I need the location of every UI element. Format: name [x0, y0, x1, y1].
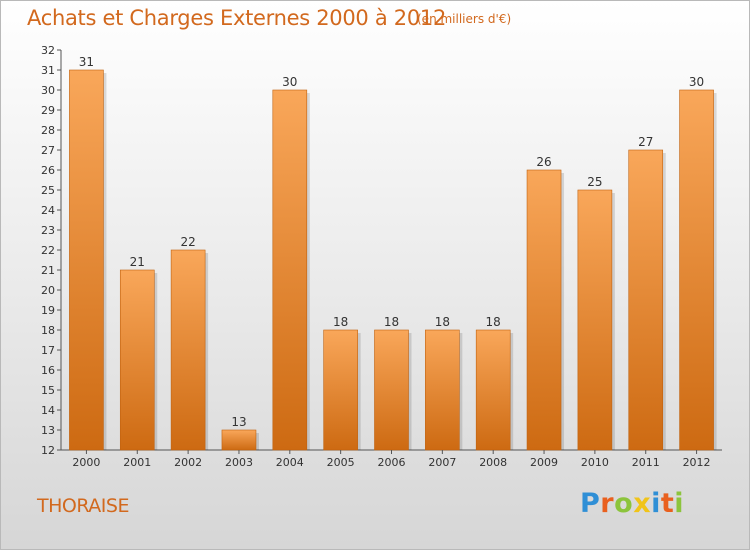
x-tick-label: 2006: [378, 456, 406, 469]
logo-letter: i: [651, 488, 661, 519]
proxiti-logo: Proxiti: [580, 488, 684, 519]
y-tick-label: 32: [41, 44, 55, 57]
y-tick-label: 14: [41, 404, 55, 417]
y-tick-label: 31: [41, 64, 55, 77]
x-tick-label: 2008: [479, 456, 507, 469]
x-tick-label: 2000: [72, 456, 100, 469]
x-tick-label: 2012: [683, 456, 711, 469]
bar-value-label: 31: [79, 55, 94, 69]
y-tick-label: 19: [41, 304, 55, 317]
y-tick-label: 20: [41, 284, 55, 297]
bar: [526, 169, 562, 451]
bar-value-label: 13: [231, 415, 246, 429]
y-tick-label: 27: [41, 144, 55, 157]
y-tick-label: 17: [41, 344, 55, 357]
y-tick-label: 24: [41, 204, 55, 217]
bar-value-label: 21: [130, 255, 145, 269]
commune-name: THORAISE: [37, 495, 129, 517]
bar: [577, 189, 613, 451]
x-tick-label: 2007: [428, 456, 456, 469]
logo-letter: i: [674, 488, 685, 519]
y-tick-label: 16: [41, 364, 55, 377]
bar-value-label: 30: [282, 75, 297, 89]
logo-letter: r: [600, 488, 615, 519]
x-tick-label: 2003: [225, 456, 253, 469]
y-tick-label: 23: [41, 224, 55, 237]
y-tick-label: 22: [41, 244, 55, 257]
y-tick-label: 13: [41, 424, 55, 437]
y-tick-label: 12: [41, 444, 55, 457]
x-tick-label: 2001: [123, 456, 151, 469]
bar: [628, 149, 664, 451]
bar-value-label: 18: [486, 315, 501, 329]
chart-subtitle: (en milliers d'€): [417, 12, 512, 26]
bar-value-label: 18: [435, 315, 450, 329]
bar: [679, 89, 714, 451]
bar-value-label: 18: [384, 315, 399, 329]
y-tick-label: 15: [41, 384, 55, 397]
y-tick-label: 29: [41, 104, 55, 117]
bar-value-label: 30: [689, 75, 704, 89]
y-tick-label: 25: [41, 184, 55, 197]
bar-value-label: 25: [587, 175, 602, 189]
bar-value-label: 18: [333, 315, 348, 329]
y-tick-label: 21: [41, 264, 55, 277]
bar: [374, 329, 409, 451]
x-tick-label: 2011: [632, 456, 660, 469]
bar: [425, 329, 460, 451]
bar: [221, 429, 257, 451]
bar-value-label: 26: [536, 155, 551, 169]
bar: [272, 89, 308, 451]
bar: [119, 269, 155, 451]
logo-letter: x: [633, 488, 652, 519]
bar: [69, 69, 104, 451]
x-tick-label: 2010: [581, 456, 609, 469]
y-tick-label: 26: [41, 164, 55, 177]
bar: [323, 329, 358, 451]
chart-title: Achats et Charges Externes 2000 à 2012: [27, 6, 447, 30]
x-tick-label: 2002: [174, 456, 202, 469]
bar-value-label: 22: [180, 235, 195, 249]
logo-letter: P: [580, 488, 601, 519]
x-tick-label: 2004: [276, 456, 304, 469]
y-tick-label: 28: [41, 124, 55, 137]
logo-letter: o: [614, 488, 634, 519]
bar: [170, 249, 206, 451]
bar-value-label: 27: [638, 135, 653, 149]
y-tick-label: 30: [41, 84, 55, 97]
bar: [475, 329, 511, 451]
logo-letter: t: [660, 488, 675, 519]
y-tick-label: 18: [41, 324, 55, 337]
x-tick-label: 2009: [530, 456, 558, 469]
x-tick-label: 2005: [327, 456, 355, 469]
